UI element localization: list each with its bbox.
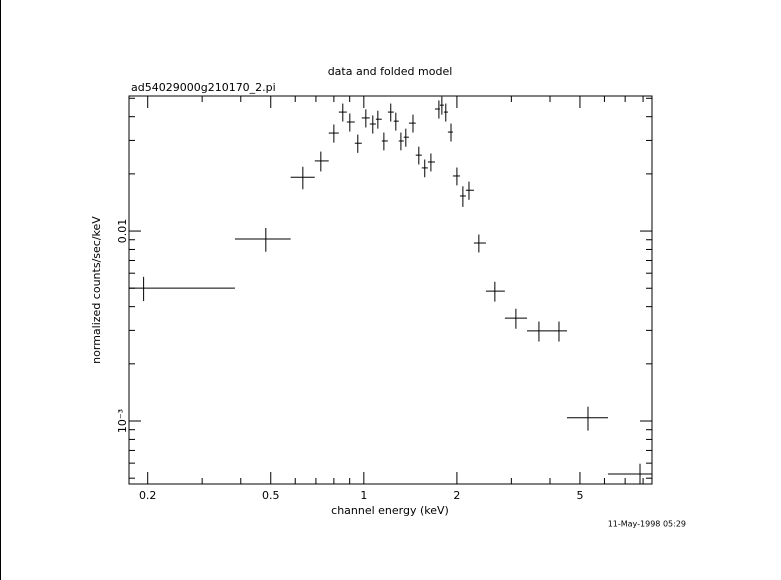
x-axis-label: channel energy (keV) (331, 504, 449, 517)
x-tick-label: 0.5 (262, 489, 280, 502)
plot-frame (128, 95, 653, 485)
data-layer (129, 96, 652, 484)
chart-title: data and folded model (328, 65, 453, 78)
x-tick-label: 1 (360, 489, 367, 502)
chart-subtitle: ad54029000g210170_2.pi (131, 81, 276, 94)
x-tick-label: 5 (576, 489, 583, 502)
timestamp: 11-May-1998 05:29 (608, 520, 686, 529)
y-axis-label: normalized counts/sec/keV (90, 216, 103, 364)
y-tick-label: 10⁻³ (116, 409, 129, 433)
y-tick-label: 0.01 (116, 219, 129, 244)
x-tick-label: 2 (453, 489, 460, 502)
x-tick-label: 0.2 (139, 489, 157, 502)
